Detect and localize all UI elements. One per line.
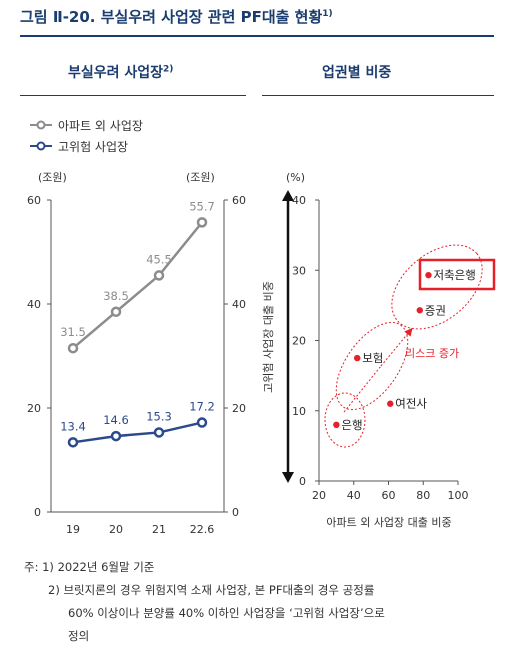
right-y-tick-label: 60 (232, 194, 246, 207)
title-rule (20, 35, 494, 37)
risk-arrow-segment-1 (343, 365, 382, 413)
scatter-point (354, 354, 361, 362)
legend-item-high-risk: 고위험 사업장 (30, 140, 128, 154)
scatter-point-label: 여전사 (395, 397, 427, 411)
line-chart-legend: 아파트 외 사업장 고위험 사업장 (30, 119, 143, 154)
left-y-tick-label: 40 (27, 298, 41, 311)
data-point (110, 306, 122, 318)
data-point (153, 427, 165, 438)
highlight-box (418, 258, 496, 291)
x-tick-label: 21 (152, 523, 166, 536)
scatter-y-tick-group: 0 10 20 30 40 (292, 194, 319, 488)
left-y-tick-label: 60 (27, 194, 41, 207)
data-point (67, 342, 79, 354)
scatter-y-tick-label: 40 (292, 194, 306, 207)
scatter-y-tick-label: 20 (292, 335, 306, 348)
figure-title-text: 그림 Ⅱ-20. 부실우려 사업장 관련 PF대출 현황 (20, 8, 323, 26)
scatter-x-tick-label: 40 (347, 489, 361, 502)
legend-item-apartment-other: 아파트 외 사업장 (30, 119, 143, 133)
scatter-y-tick-label: 0 (299, 475, 306, 488)
right-panel-rule (262, 95, 494, 96)
data-label: 14.6 (103, 413, 129, 427)
legend-label-high-risk: 고위험 사업장 (58, 140, 128, 154)
x-tick-label: 20 (109, 523, 123, 536)
x-tick-group: 19 20 21 22.6 (66, 523, 214, 536)
scatter-x-tick-label: 80 (416, 489, 430, 502)
scatter-x-tick-label: 20 (312, 489, 326, 502)
footnotes: 주: 1) 2022년 6월말 기준 2) 브릿지론의 경우 위험지역 소재 사… (24, 556, 385, 648)
data-label: 55.7 (189, 199, 215, 213)
risk-group-ellipse-low (324, 392, 366, 448)
left-panel-title: 부실우려 사업장2) (68, 62, 173, 82)
data-label: 13.4 (60, 419, 86, 433)
risk-annotation: 리스크 증가 (405, 347, 459, 360)
right-y-tick-label: 20 (232, 402, 246, 415)
scatter-point (425, 271, 432, 279)
scatter-point (387, 400, 394, 407)
figure-title: 그림 Ⅱ-20. 부실우려 사업장 관련 PF대출 현황1) (20, 6, 333, 27)
series-group: 31.5 38.5 45.5 55.7 13.4 14.6 15.3 17.2 (60, 199, 215, 448)
x-tick-label: 19 (66, 523, 80, 536)
scatter-y-tick-label: 30 (292, 264, 306, 277)
data-label: 17.2 (189, 400, 215, 414)
legend-marker-apartment-other (36, 120, 46, 130)
risk-group-ellipse-mid (335, 321, 409, 411)
data-point (196, 217, 208, 228)
data-point (196, 417, 208, 428)
footnote-2-line-1: 2) 브릿지론의 경우 위험지역 소재 사업장, 본 PF대출의 경우 공정률 (48, 583, 375, 597)
risk-arrow-segment-2 (380, 327, 413, 367)
scatter-point-label: 은행 (341, 418, 362, 432)
data-point (153, 270, 165, 281)
data-label: 38.5 (103, 289, 129, 303)
right-y-tick-label: 0 (232, 506, 239, 519)
scatter-x-tick-label: 60 (382, 489, 396, 502)
data-label: 31.5 (60, 325, 86, 339)
figure-title-footnote: 1) (322, 9, 333, 19)
line-chart: 아파트 외 사업장 고위험 사업장 (조원) (조원) 0 0 20 20 40 40 60… (27, 119, 246, 536)
data-label: 15.3 (146, 409, 172, 423)
scatter-chart: (%) 고위험 사업장 대출 비중 아파트 외 사업장 대출 비중 0 10 20 3… (262, 171, 496, 529)
risk-group-ellipse-high (391, 244, 483, 330)
left-y-tick-label: 0 (34, 506, 41, 519)
left-y-tick-label: 20 (27, 402, 41, 415)
scatter-y-arrow-head-top (282, 190, 294, 201)
scatter-point-label: 저축은행 (433, 268, 475, 282)
scatter-point (416, 307, 423, 314)
footnote-2-line-2: 60% 이상이나 분양률 40% 이하인 사업장을 ‘고위험 사업장’으로 (68, 606, 385, 620)
right-axis-unit: (조원) (186, 171, 215, 184)
legend-label-apartment-other: 아파트 외 사업장 (58, 119, 143, 133)
scatter-x-tick-group: 20 40 60 80 100 (312, 481, 469, 502)
series-line-0 (72, 221, 203, 350)
scatter-x-label: 아파트 외 사업장 대출 비중 (326, 516, 451, 529)
left-panel-title-text: 부실우려 사업장 (68, 65, 164, 81)
series-line-1 (72, 421, 203, 444)
scatter-point-label: 증권 (425, 303, 446, 317)
y-tick-group: 0 0 20 20 40 40 60 60 (27, 194, 246, 519)
risk-groups (324, 244, 483, 448)
scatter-y-tick-label: 10 (292, 405, 306, 418)
scatter-point-label: 보험 (362, 351, 383, 365)
scatter-y-unit: (%) (286, 171, 305, 184)
data-point (110, 430, 122, 442)
footnote-2-line-3: 정의 (68, 629, 90, 643)
footnote-1: 주: 1) 2022년 6월말 기준 (24, 560, 155, 574)
left-panel-title-footnote: 2) (163, 64, 174, 75)
scatter-point (333, 421, 340, 428)
data-point (67, 437, 79, 448)
scatter-y-label: 고위험 사업장 대출 비중 (262, 281, 275, 393)
data-label: 45.5 (146, 252, 172, 266)
x-tick-label: 22.6 (190, 523, 215, 536)
right-panel-title: 업권별 비중 (322, 65, 392, 81)
left-axis-unit: (조원) (38, 171, 67, 184)
left-panel-rule (20, 95, 246, 96)
scatter-y-arrow-head-bottom (282, 472, 294, 483)
legend-marker-high-risk (36, 141, 46, 151)
right-y-tick-label: 40 (232, 298, 246, 311)
scatter-x-tick-label: 100 (448, 489, 469, 502)
